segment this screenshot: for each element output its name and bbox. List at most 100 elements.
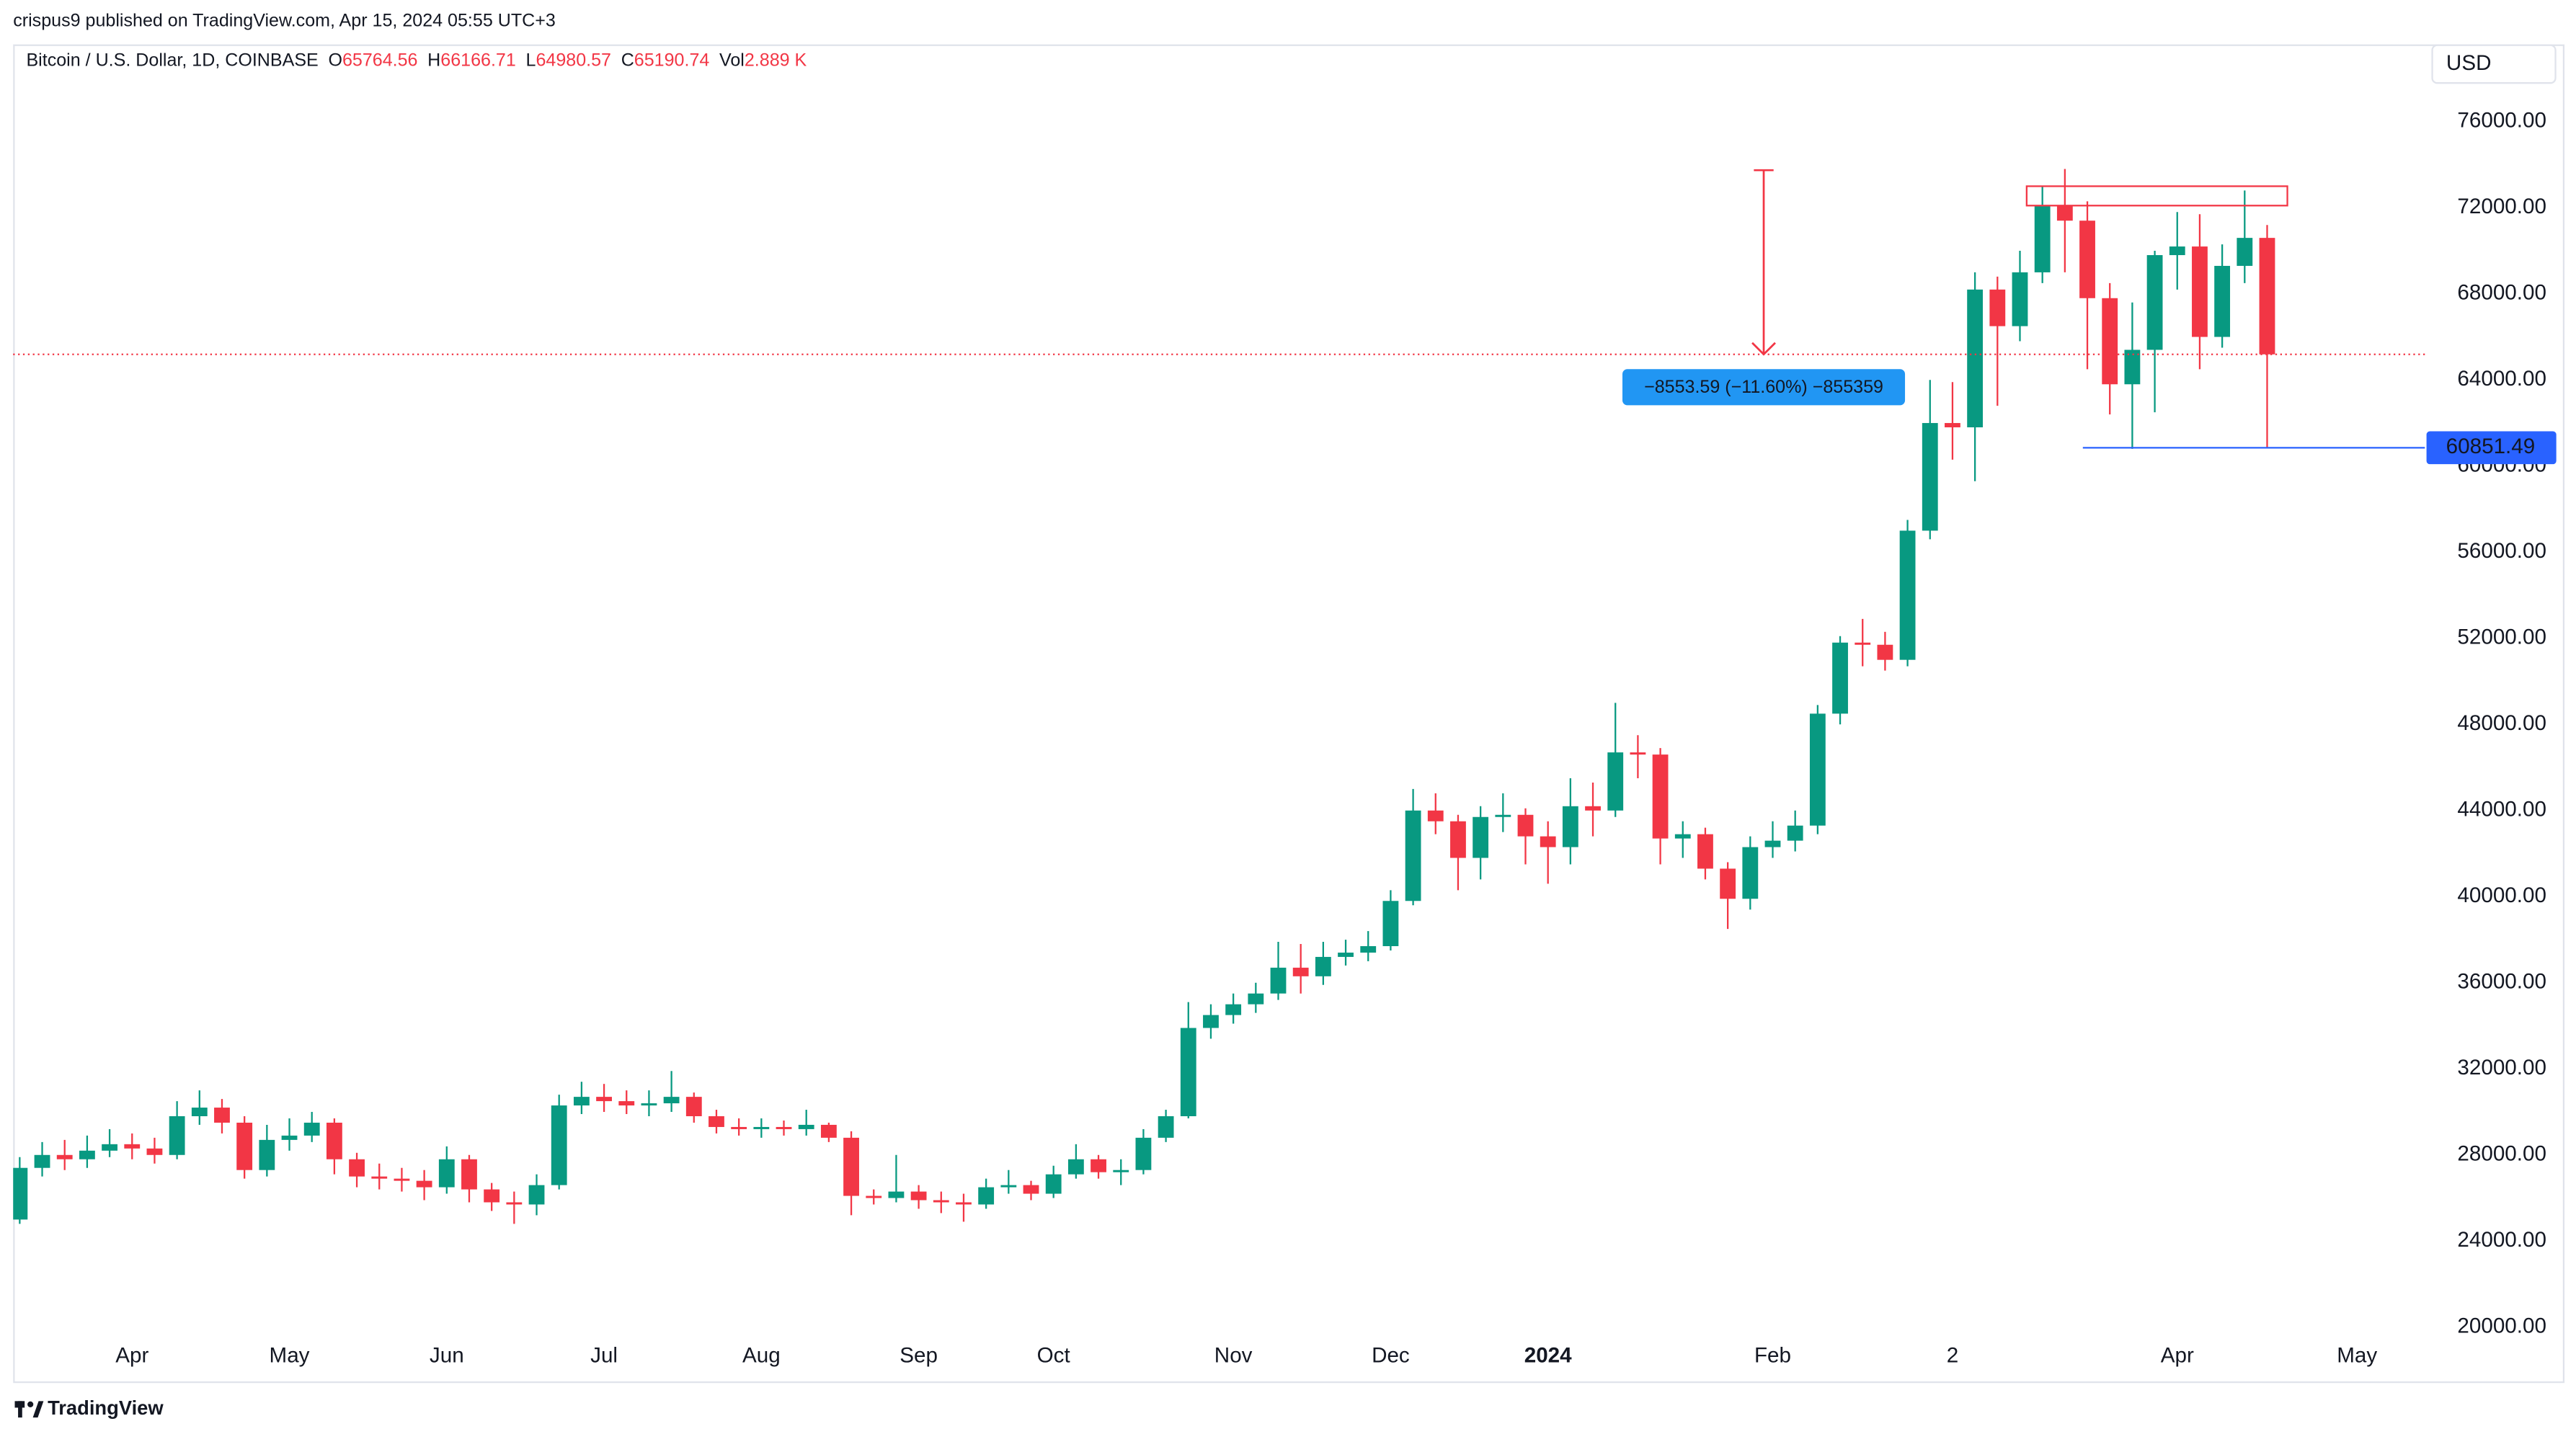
legend-value: 2.889 K: [745, 50, 807, 70]
y-tick-label: 36000.00: [2457, 970, 2546, 994]
candle-body: [2214, 265, 2231, 337]
candle-body: [1945, 423, 1960, 428]
candle-body: [1405, 810, 1421, 901]
candle-body: [1877, 644, 1893, 660]
candle-body: [303, 1122, 320, 1136]
candle-body: [326, 1122, 342, 1159]
footer-brand: TradingView: [48, 1397, 164, 1419]
candle-body: [1764, 840, 1781, 847]
candle-body: [910, 1191, 927, 1201]
logo-part: [18, 1401, 22, 1418]
currency-label[interactable]: USD: [2446, 51, 2492, 75]
candle-body: [1809, 713, 1826, 826]
candle-body: [731, 1126, 747, 1129]
candle-body: [2259, 238, 2275, 355]
currency-button[interactable]: [2431, 44, 2557, 84]
x-tick-label: Dec: [1372, 1344, 1410, 1368]
candle-body: [1630, 752, 1646, 755]
y-tick-label: 76000.00: [2457, 109, 2546, 133]
y-tick-label: 40000.00: [2457, 883, 2546, 907]
candle-body: [1832, 642, 1848, 714]
candle-body: [1652, 754, 1669, 839]
candle-body: [528, 1185, 545, 1205]
candle-body: [2192, 246, 2208, 337]
candle-body: [1427, 810, 1444, 821]
candle-body: [371, 1176, 388, 1179]
candle-body: [1315, 956, 1331, 976]
x-tick-label: Aug: [742, 1344, 781, 1368]
measure-head: [1751, 342, 1776, 356]
candle-body: [1899, 530, 1916, 660]
candle-body: [2079, 221, 2095, 298]
candle-body: [191, 1108, 208, 1117]
candle-body: [13, 1167, 28, 1220]
candle-body: [1450, 821, 1466, 858]
candle-body: [888, 1191, 905, 1198]
y-tick-label: 20000.00: [2457, 1314, 2546, 1338]
candle-body: [1113, 1170, 1129, 1172]
candle-body: [1180, 1028, 1196, 1117]
candle-body: [394, 1178, 410, 1181]
candle-body: [146, 1148, 163, 1155]
x-tick-label: Apr: [115, 1344, 148, 1368]
candle-body: [1091, 1159, 1106, 1172]
candle-body: [2169, 246, 2185, 256]
y-tick-label: 52000.00: [2457, 625, 2546, 649]
attribution: crispus9 published on TradingView.com, A…: [13, 10, 556, 30]
candle-body: [2124, 349, 2141, 385]
legend-value: 65190.74: [634, 50, 710, 70]
x-tick-label: Apr: [2161, 1344, 2194, 1368]
legend-key: Vol: [719, 50, 745, 70]
resistance-zone: [2025, 185, 2288, 207]
candle-body: [1360, 945, 1377, 953]
candle-body: [776, 1126, 792, 1129]
chart-frame: [13, 44, 2565, 1384]
candle-body: [753, 1126, 770, 1129]
y-tick-label: 56000.00: [2457, 539, 2546, 563]
x-tick-label: Jul: [590, 1344, 618, 1368]
x-tick-label: May: [270, 1344, 310, 1368]
legend-value: 65764.56: [342, 50, 418, 70]
support-price-box: [2426, 431, 2557, 465]
candle-body: [1787, 825, 1803, 841]
candle-body: [551, 1105, 567, 1185]
candle-body: [1562, 806, 1578, 847]
y-tick-label: 28000.00: [2457, 1142, 2546, 1166]
candle-body: [1270, 967, 1287, 994]
candle-body: [596, 1097, 612, 1102]
measure-box: [1622, 369, 1906, 406]
legend-value: 64980.57: [536, 50, 611, 70]
y-tick-label: 44000.00: [2457, 798, 2546, 821]
candle-body: [349, 1159, 365, 1177]
candle-body: [34, 1154, 50, 1168]
y-tick-label: 64000.00: [2457, 367, 2546, 391]
candle-body: [1203, 1015, 1219, 1028]
candle-body: [2056, 205, 2073, 221]
candle-body: [978, 1187, 995, 1205]
candle-body: [1292, 967, 1309, 976]
legend-key: L: [526, 50, 536, 70]
support-price-label: 60851.49: [2446, 435, 2536, 458]
candle-body: [1158, 1116, 1174, 1138]
candle-body: [416, 1180, 432, 1188]
legend-value: 66166.71: [440, 50, 516, 70]
logo-part: [32, 1401, 44, 1418]
candle-body: [214, 1108, 230, 1123]
candle-body: [618, 1101, 635, 1106]
candle-body: [1045, 1174, 1062, 1194]
candle-body: [663, 1097, 680, 1104]
x-tick-label: Oct: [1037, 1344, 1071, 1368]
candle-body: [1607, 752, 1624, 811]
candle-body: [573, 1097, 590, 1106]
candle-body: [798, 1124, 814, 1129]
candle-body: [1697, 834, 1713, 869]
candle-body: [956, 1202, 972, 1205]
candle-body: [1540, 836, 1556, 847]
candle-body: [1135, 1137, 1152, 1170]
y-tick-label: 48000.00: [2457, 711, 2546, 735]
y-tick-label: 72000.00: [2457, 195, 2546, 218]
candle-body: [259, 1139, 275, 1170]
candle-body: [506, 1202, 523, 1205]
